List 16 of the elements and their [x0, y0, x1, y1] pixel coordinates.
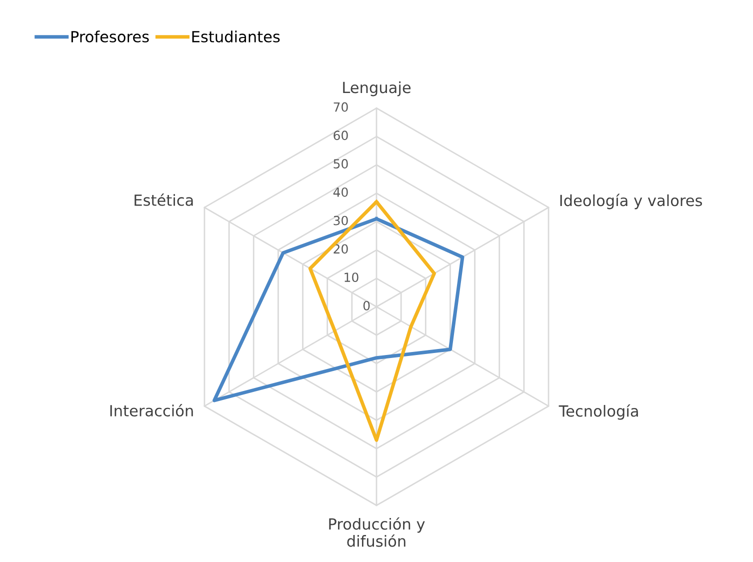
spoke-label: Lenguaje: [343, 81, 411, 96]
y-tick-label: 10: [344, 272, 358, 282]
spoke-label: Producción y difusión: [329, 517, 425, 547]
spoke-label: Ideología y valores: [560, 194, 702, 210]
y-tick-label: 50: [334, 159, 348, 169]
y-tick-label: 0: [363, 300, 370, 310]
spoke-label: Tecnología: [558, 404, 638, 420]
y-tick-label: 70: [334, 102, 348, 112]
spoke-label: Estética: [134, 193, 193, 206]
spoke-label: Interacción: [110, 404, 193, 416]
y-tick-label: 60: [334, 130, 348, 140]
y-tick-label: 20: [334, 244, 348, 254]
y-tick-label: 40: [333, 187, 348, 197]
legend-label: Profesores: [71, 30, 149, 42]
legend-label: Estudiantes: [192, 30, 280, 42]
y-tick-label: 30: [334, 216, 348, 226]
